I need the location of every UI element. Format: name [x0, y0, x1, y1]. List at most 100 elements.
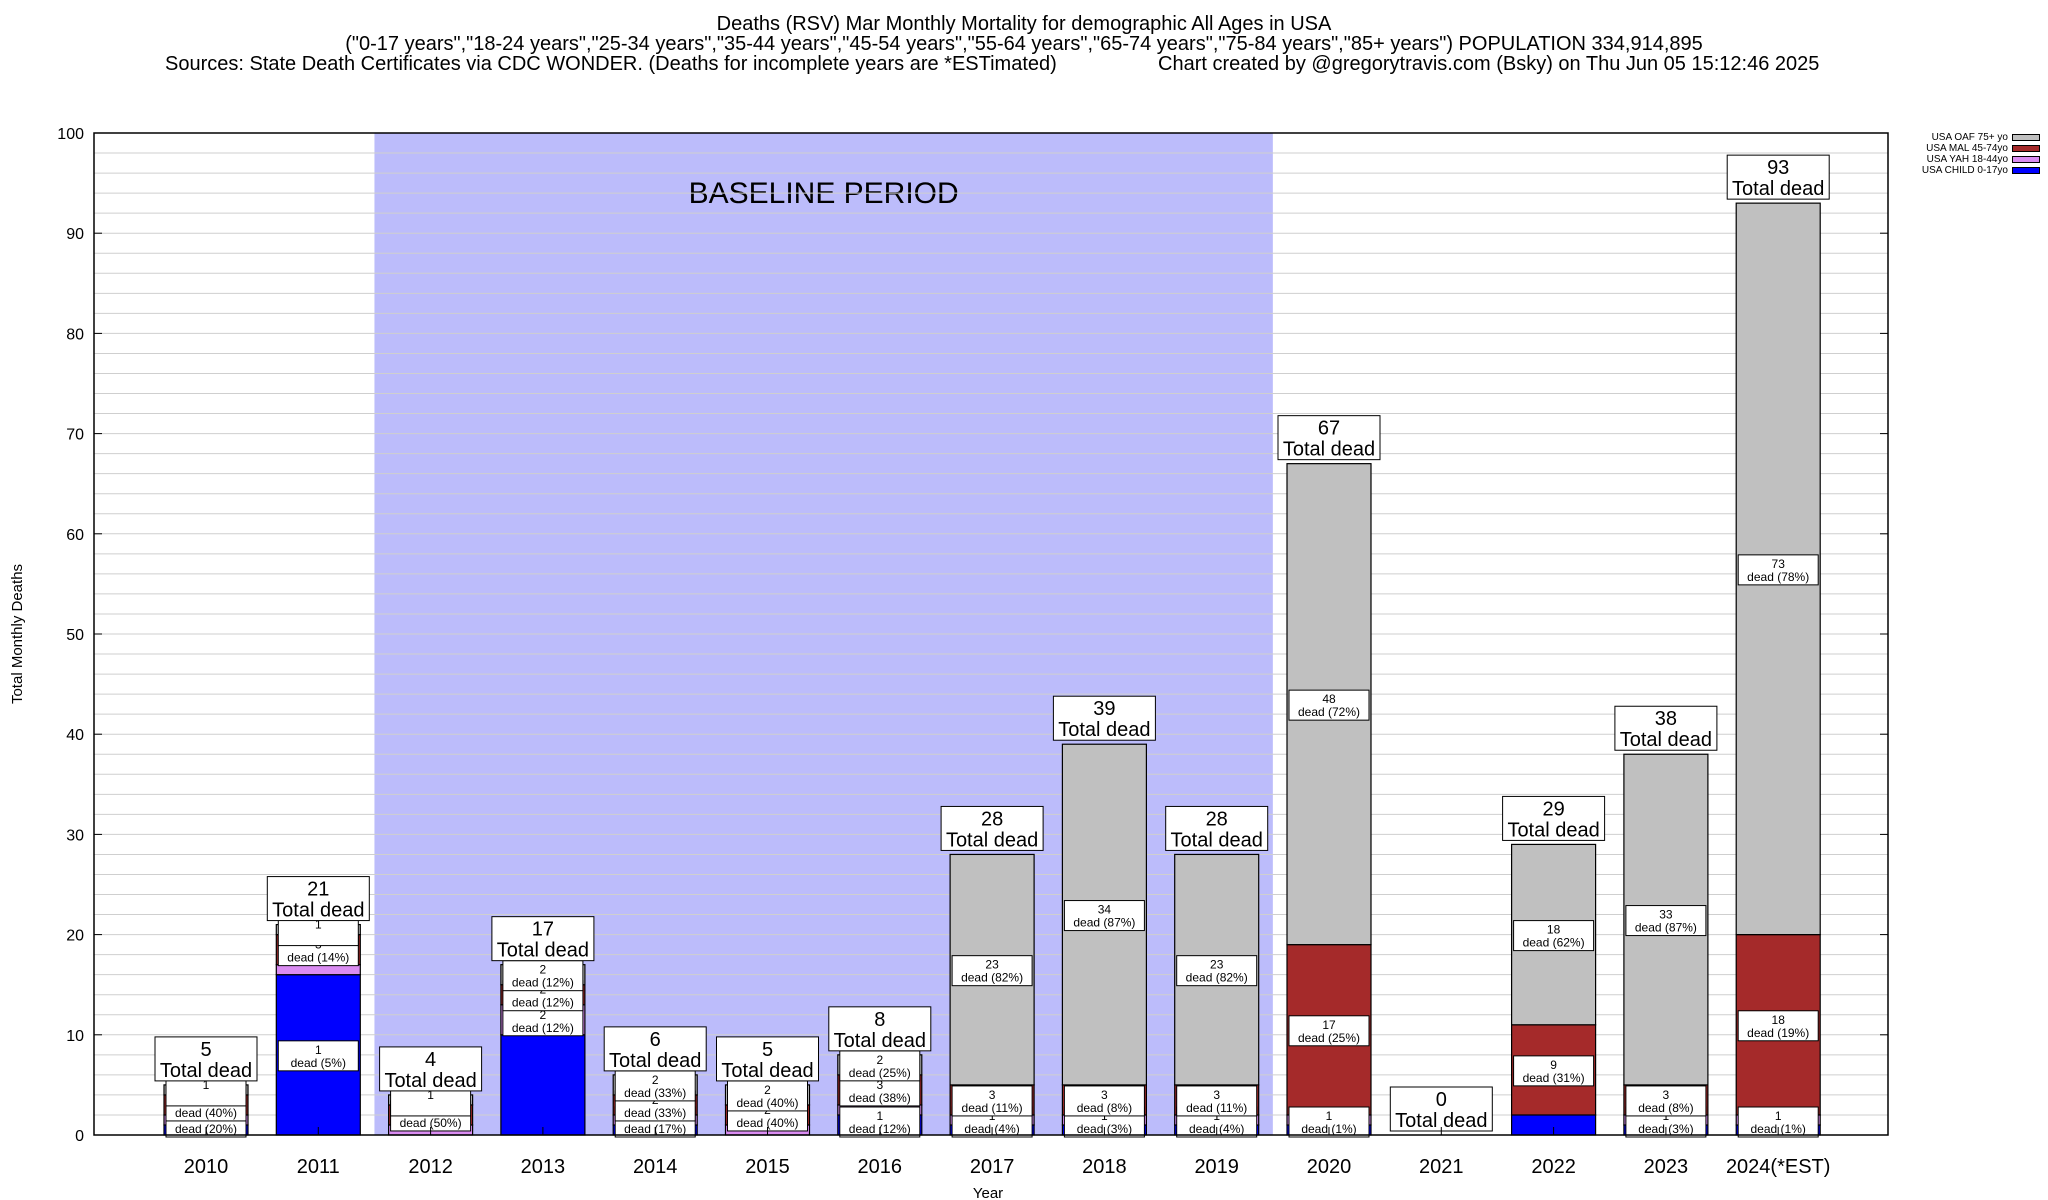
plot-frame — [93, 132, 1889, 1136]
segment-count-label: 1 — [315, 1043, 322, 1057]
segment-pct-label: dead (62%) — [1523, 936, 1585, 950]
segment-count-label: 23 — [1210, 958, 1224, 972]
legend-item-oaf: USA OAF 75+ yo — [1900, 132, 2040, 143]
segment-label-box — [1063, 900, 1145, 932]
total-label-box — [603, 1026, 707, 1072]
segment-label-box — [1625, 905, 1707, 937]
total-suffix-label: Total dead — [946, 829, 1038, 851]
total-value-label: 38 — [1655, 708, 1677, 730]
segment-count-label: 1 — [876, 1109, 883, 1123]
segment-label-box — [951, 955, 1033, 987]
segment-label-box — [727, 1080, 808, 1112]
segment-label-box — [839, 1050, 921, 1082]
legend-item-yah: USA YAH 18-44yo — [1900, 154, 2040, 165]
total-suffix-label: Total dead — [721, 1060, 813, 1082]
segment-count-label: 1 — [1775, 1109, 1782, 1123]
y-tick-label: 50 — [66, 627, 84, 644]
segment-pct-label: dead (40%) — [736, 1096, 798, 1110]
total-suffix-label: Total dead — [160, 1060, 252, 1082]
total-suffix-label: Total dead — [1507, 819, 1599, 841]
segment-count-label: 1 — [1326, 1109, 1333, 1123]
total-label-box — [828, 1006, 932, 1052]
legend-label: USA OAF 75+ yo — [1931, 132, 2008, 143]
x-tick-label: 2019 — [1194, 1156, 1239, 1178]
segment-label-box — [277, 1040, 359, 1072]
total-value-label: 21 — [307, 879, 329, 901]
total-value-label: 8 — [874, 1009, 885, 1031]
segment-label-box — [1513, 920, 1595, 952]
total-label-box — [1165, 805, 1269, 851]
segment-pct-label: dead (11%) — [962, 1101, 1023, 1115]
y-tick-label: 80 — [66, 326, 84, 343]
legend-label: USA YAH 18-44yo — [1926, 154, 2008, 165]
total-label-box — [154, 1036, 258, 1082]
segment-pct-label: dead (11%) — [1186, 1101, 1247, 1115]
chart-sources: Sources: State Death Certificates via CD… — [165, 53, 1057, 75]
total-suffix-label: Total dead — [1395, 1110, 1487, 1132]
total-suffix-label: Total dead — [497, 940, 589, 962]
total-label-box — [491, 916, 595, 962]
total-label-box — [1277, 415, 1381, 461]
total-label-box — [1052, 695, 1156, 741]
y-tick-label: 0 — [75, 1128, 84, 1145]
segment-count-label: 18 — [1547, 923, 1561, 937]
segment-pct-label: dead (40%) — [736, 1116, 798, 1130]
legend-swatch — [2012, 167, 2040, 174]
segment-count-label: 2 — [540, 963, 547, 977]
segment-label-box — [1737, 554, 1819, 586]
x-tick-label: 2024(*EST) — [1726, 1156, 1831, 1178]
x-tick-label: 2010 — [184, 1156, 229, 1178]
segment-count-label: 2 — [540, 1008, 547, 1022]
segment-pct-label: dead (82%) — [1186, 971, 1248, 985]
total-value-label: 28 — [981, 808, 1003, 830]
total-suffix-label: Total dead — [834, 1030, 926, 1052]
y-tick-label: 40 — [66, 727, 84, 744]
chart-source-line: Sources: State Death Certificates via CD… — [0, 54, 2048, 74]
total-value-label: 4 — [425, 1049, 436, 1071]
x-tick-label: 2013 — [521, 1156, 566, 1178]
x-tick-label: 2014 — [633, 1156, 678, 1178]
segment-count-label: 3 — [989, 1088, 996, 1102]
total-value-label: 39 — [1093, 698, 1115, 720]
total-suffix-label: Total dead — [1171, 829, 1263, 851]
total-suffix-label: Total dead — [1732, 178, 1824, 200]
segment-label-box — [614, 1070, 696, 1102]
segment-pct-label: dead (87%) — [1635, 921, 1697, 935]
segment-count-label: 17 — [1322, 1018, 1336, 1032]
legend-swatch — [2012, 145, 2040, 152]
segment-label-box — [1176, 1085, 1258, 1117]
segment-count-label: 3 — [876, 1078, 883, 1092]
total-suffix-label: Total dead — [272, 900, 364, 922]
segment-pct-label: dead (12%) — [512, 1021, 574, 1035]
total-value-label: 6 — [650, 1029, 661, 1051]
chart-subtitle: ("0-17 years","18-24 years","25-34 years… — [345, 33, 1703, 55]
segment-pct-label: dead (87%) — [1073, 916, 1135, 930]
segment-label-box — [1625, 1085, 1707, 1117]
total-value-label: 17 — [532, 919, 554, 941]
total-value-label: 0 — [1436, 1089, 1447, 1111]
total-value-label: 5 — [200, 1039, 211, 1061]
segment-pct-label: dead (14%) — [287, 951, 349, 965]
legend-swatch — [2012, 134, 2040, 141]
total-label-box — [1614, 705, 1718, 751]
segment-count-label: 3 — [1213, 1088, 1220, 1102]
x-tick-label: 2021 — [1419, 1156, 1464, 1178]
chart-credit: Chart created by @gregorytravis.com (Bsk… — [1158, 53, 1820, 75]
segment-pct-label: dead (25%) — [849, 1066, 911, 1080]
segment-label-box — [1288, 689, 1370, 721]
segment-pct-label: dead (40%) — [175, 1106, 237, 1120]
segment-pct-label: dead (33%) — [624, 1106, 686, 1120]
x-tick-label: 2022 — [1531, 1156, 1576, 1178]
x-tick-label: 2018 — [1082, 1156, 1127, 1178]
segment-count-label: 3 — [1101, 1088, 1108, 1102]
segment-count-label: 1 — [203, 1078, 210, 1092]
y-tick-label: 70 — [66, 427, 84, 444]
y-tick-label: 10 — [66, 1028, 84, 1045]
y-tick-label: 60 — [66, 527, 84, 544]
segment-pct-label: dead (12%) — [512, 996, 574, 1010]
segment-pct-label: dead (33%) — [624, 1086, 686, 1100]
segment-pct-label: dead (8%) — [1638, 1101, 1693, 1115]
total-label-box — [1726, 154, 1830, 200]
total-value-label: 5 — [762, 1039, 773, 1061]
